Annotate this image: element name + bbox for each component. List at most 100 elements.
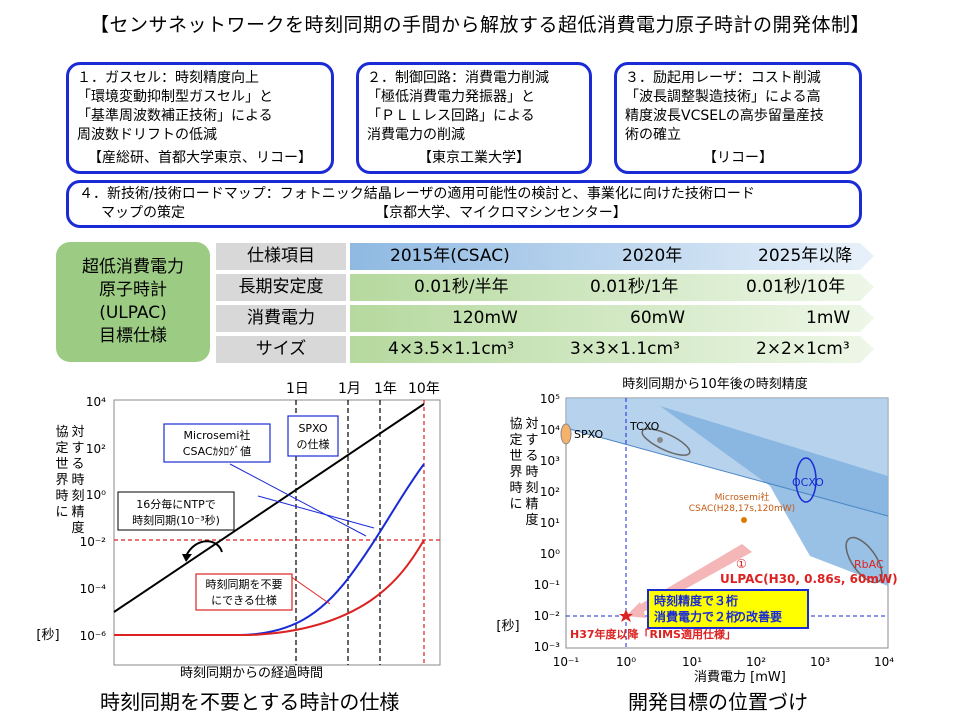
left-spxo-pointer bbox=[257, 495, 375, 529]
right-ytick-6: 10⁻¹ bbox=[534, 578, 561, 592]
right-ylabel-char: 精 bbox=[525, 497, 538, 512]
right-ylabel-char: 対 bbox=[525, 417, 538, 432]
left-ytick-4: 10⁻⁴ bbox=[80, 582, 107, 596]
spec-head-stability: 長期安定度 bbox=[216, 274, 346, 301]
left-ylabel-char: 時 bbox=[71, 473, 84, 488]
spec-power-2025: 1mW bbox=[806, 308, 851, 328]
left-ylabel-char: 世 bbox=[55, 457, 68, 472]
right-target-label: H37年度以降「RIMS適用仕様」 bbox=[570, 627, 736, 641]
left-xlabel: 時刻同期からの経過時間 bbox=[180, 666, 323, 681]
spec-size-2020: 3×3×1.1cm³ bbox=[570, 339, 680, 359]
left-caption: 時刻同期を不要とする時計の仕様 bbox=[100, 690, 400, 714]
left-ntp-callout bbox=[117, 491, 235, 531]
left-ylabel-char: 対 bbox=[71, 425, 84, 440]
right-ylabel-char: 時 bbox=[509, 481, 522, 496]
right-xtick-4: 10³ bbox=[810, 655, 830, 669]
left-plot-area bbox=[113, 399, 441, 666]
spec-label-line3: (ULPAC) bbox=[99, 303, 167, 323]
left-ylabel-char: す bbox=[71, 441, 84, 456]
right-improve-l1: 時刻精度で３桁 bbox=[654, 593, 738, 608]
left-ylabel-char: る bbox=[71, 457, 84, 472]
right-chart: 時刻同期から10年後の時刻精度 10⁵ 10⁴ 10³ 10² 10¹ 10⁰ … bbox=[496, 376, 897, 685]
right-region-dark bbox=[660, 406, 888, 586]
left-ntp-callout-l1: 16分毎にNTPで bbox=[136, 498, 216, 511]
right-ylabel-char: 世 bbox=[509, 449, 522, 464]
right-ylabel-char: 定 bbox=[509, 433, 522, 448]
page-title: 【センサネットワークを時刻同期の手間から解放する超低消費電力原子時計の開発体制】 bbox=[89, 14, 870, 36]
box-control-circuit-org: 【東京工業大学】 bbox=[418, 150, 530, 166]
left-red-callout bbox=[195, 573, 293, 611]
right-tcxo-label: TCXO bbox=[629, 420, 660, 433]
spec-year-2015: 2015年(CSAC) bbox=[390, 246, 510, 266]
spec-stability-2020: 0.01秒/1年 bbox=[590, 277, 679, 297]
spec-power-2015: 120mW bbox=[452, 308, 518, 328]
spec-stability-2025: 0.01秒/10年 bbox=[746, 277, 846, 297]
box-control-circuit-text: ２．制御回路：消費電力削減 「極低消費電力発振器」と 「ＰＬＬレス回路」による … bbox=[367, 70, 549, 143]
box-roadmap-line1: ４．新技術/技術ロードマップ：フォトニック結晶レーザの適用可能性の検討と、事業化… bbox=[79, 186, 755, 202]
right-ylabel-char: 協 bbox=[509, 417, 522, 432]
right-ytick-3: 10² bbox=[540, 485, 560, 499]
left-spxo-callout-l2: の仕様 bbox=[297, 437, 330, 451]
right-xtick-2: 10¹ bbox=[682, 655, 702, 669]
spec-year-2025: 2025年以降 bbox=[758, 246, 853, 266]
left-ylabel-char: 刻 bbox=[71, 489, 84, 504]
right-tcxo-marker bbox=[641, 428, 691, 456]
right-ylabel-char: 度 bbox=[525, 512, 538, 528]
right-ytick-8: 10⁻³ bbox=[534, 640, 561, 654]
right-ylabel-char: す bbox=[525, 433, 538, 448]
right-improve-l2: 消費電力で２桁 bbox=[654, 609, 738, 624]
right-rbac-marker bbox=[845, 536, 883, 584]
right-ytick-7: 10⁻² bbox=[534, 609, 561, 623]
right-ylabel-char: に bbox=[509, 497, 522, 512]
left-label-1year: 1年 bbox=[374, 381, 397, 397]
spec-label-line2: 原子時計 bbox=[99, 280, 167, 300]
left-ylabel-char: に bbox=[55, 505, 68, 520]
right-rbac-label: RbAC bbox=[854, 558, 884, 571]
left-ntp-arrow bbox=[185, 540, 223, 557]
left-ytick-2: 10⁰ bbox=[86, 488, 106, 502]
right-improve-box bbox=[647, 589, 809, 629]
box-roadmap-org: 【京都大学、マイクロマシンセンター】 bbox=[375, 205, 627, 221]
right-xlabel: 消費電力 [mW] bbox=[694, 670, 786, 685]
box-laser: ３．励起用レーザ：コスト削減 「波長調整製造技術」による高 精度波長VCSELの… bbox=[614, 62, 862, 174]
right-title: 時刻同期から10年後の時刻精度 bbox=[622, 376, 808, 392]
spec-label-line1: 超低消費電力 bbox=[82, 257, 184, 277]
right-spxo-label: SPXO bbox=[574, 428, 603, 441]
left-csac-callout bbox=[163, 423, 271, 463]
right-csac-label-l1: Microsemi社 bbox=[715, 491, 770, 503]
left-chart: 1日 1月 1年 10年 10⁴ 10² 10⁰ 10⁻² 10⁻⁴ 10⁻⁶ … bbox=[36, 381, 441, 681]
box-control-circuit: ２．制御回路：消費電力削減 「極低消費電力発振器」と 「ＰＬＬレス回路」による … bbox=[356, 62, 592, 174]
right-csac-marker bbox=[741, 517, 747, 523]
left-red-callout-l1: 時刻同期を不要 bbox=[206, 577, 283, 591]
right-caption: 開発目標の位置づけ bbox=[628, 690, 808, 714]
spec-row-stability: 0.01秒/半年 0.01秒/1年 0.01秒/10年 bbox=[350, 274, 874, 301]
left-ntp-callout-l2: 時刻同期(10⁻³秒) bbox=[132, 513, 220, 527]
right-spxo-marker bbox=[560, 423, 572, 445]
box-gas-cell-text: １．ガスセル：時刻精度向上 「環境変動抑制型ガスセル」と 「基準周波数補正技術」… bbox=[77, 70, 273, 143]
left-ylabel-char: 協 bbox=[55, 425, 68, 440]
box-roadmap-line2: マップの策定 bbox=[101, 205, 185, 221]
spec-head-power: 消費電力 bbox=[216, 305, 346, 332]
spec-label: 超低消費電力 原子時計 (ULPAC) 目標仕様 bbox=[56, 242, 210, 362]
spec-label-line4: 目標仕様 bbox=[99, 326, 167, 346]
left-ytick-3: 10⁻² bbox=[80, 535, 107, 549]
box-laser-text: ３．励起用レーザ：コスト削減 「波長調整製造技術」による高 精度波長VCSELの… bbox=[625, 70, 824, 143]
left-csac-pointer bbox=[229, 463, 367, 537]
left-ytick-0: 10⁴ bbox=[86, 395, 106, 409]
right-marker-1: ① bbox=[736, 557, 747, 571]
left-csac-curve bbox=[114, 463, 425, 636]
left-csac-callout-l2: CSACｶﾀﾛｸﾞ値 bbox=[183, 445, 251, 458]
right-xtick-1: 10⁰ bbox=[616, 655, 636, 669]
right-xtick-3: 10² bbox=[746, 655, 766, 669]
spec-head-item: 仕様項目 bbox=[216, 243, 346, 270]
spec-size-2025: 2×2×1cm³ bbox=[756, 339, 850, 359]
left-ylabel-char: 時 bbox=[55, 489, 68, 504]
right-yunit: [秒] bbox=[496, 619, 519, 634]
box-gas-cell: １．ガスセル：時刻精度向上 「環境変動抑制型ガスセル」と 「基準周波数補正技術」… bbox=[66, 62, 334, 174]
left-spxo-callout-l1: SPXO bbox=[298, 422, 327, 435]
spec-band-size bbox=[350, 336, 874, 363]
left-top-labels: 1日 1月 1年 10年 bbox=[286, 381, 440, 397]
right-ocxo-marker bbox=[795, 457, 817, 503]
left-csac-callout-l1: Microsemi社 bbox=[184, 428, 251, 442]
